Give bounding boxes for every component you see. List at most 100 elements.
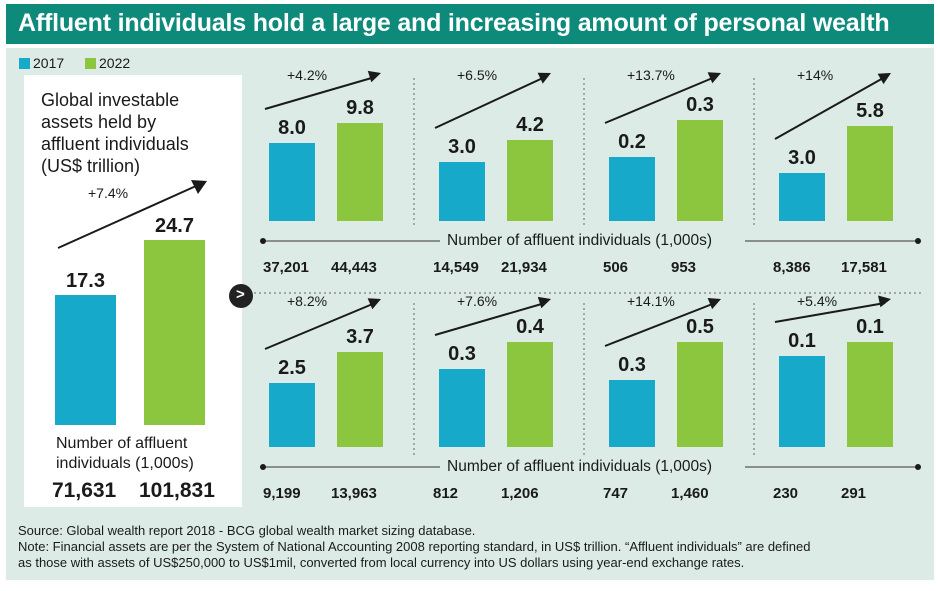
- bar-value-2022: 0.5: [686, 316, 714, 338]
- bar-value-2017: 2.5: [278, 357, 306, 379]
- bar-2017: [269, 383, 315, 447]
- main-count-2017: 71,631: [52, 479, 117, 502]
- bar-2017: [779, 356, 825, 447]
- bar-value-2022: 4.2: [516, 114, 544, 136]
- growth-arrow-line: [604, 302, 716, 347]
- bar-value-2022: 0.4: [516, 316, 544, 338]
- bar-value-2022: 9.8: [346, 97, 374, 119]
- main-title-line: assets held by: [41, 112, 157, 132]
- note-line: Note: Financial assets are per the Syste…: [18, 539, 811, 554]
- bar-value-2017: 0.1: [788, 330, 816, 352]
- growth-arrow-line: [264, 76, 376, 110]
- main-panel: [24, 75, 242, 507]
- count-2022: 291: [841, 485, 867, 502]
- growth-arrow-head: [707, 72, 721, 84]
- count-2017: 37,201: [263, 259, 309, 276]
- growth-label: +4.2%: [287, 67, 328, 83]
- axis-label-bottom: Number of affluent individuals (1,000s): [447, 458, 713, 475]
- chart-title: Affluent individuals hold a large and in…: [18, 9, 890, 37]
- growth-arrow-line: [434, 302, 546, 336]
- growth-label: +8.2%: [287, 293, 328, 309]
- count-2017: 812: [433, 485, 459, 502]
- main-growth-label: +7.4%: [88, 185, 129, 201]
- growth-arrow-head: [537, 72, 551, 84]
- bar-2022: [677, 120, 723, 221]
- count-2022: 13,963: [331, 485, 377, 502]
- chevron-right-icon: >: [229, 284, 253, 308]
- main-bar-2022: [144, 240, 205, 425]
- bar-value-2022: 0.1: [856, 316, 884, 338]
- growth-label: +13.7%: [627, 67, 675, 83]
- main-panel-title: Global investable assets held by affluen…: [41, 89, 189, 177]
- legend-label-2022: 2022: [99, 55, 131, 71]
- growth-arrow-line: [774, 302, 886, 323]
- bar-2022: [677, 342, 723, 447]
- count-2017: 506: [603, 259, 629, 276]
- main-count-label-line: individuals (1,000s): [56, 455, 194, 472]
- growth-arrow-head: [877, 73, 891, 85]
- growth-arrow-head: [367, 70, 381, 83]
- bar-2017: [439, 162, 485, 221]
- bar-value-2022: 3.7: [346, 326, 374, 348]
- bar-2022: [507, 342, 553, 447]
- growth-arrow-head: [367, 298, 381, 310]
- count-2017: 9,199: [263, 485, 301, 502]
- note-line: as those with assets of US$250,000 to US…: [18, 555, 745, 570]
- count-2022: 1,460: [671, 485, 709, 502]
- growth-label: +7.6%: [457, 293, 498, 309]
- bar-2017: [439, 369, 485, 447]
- main-count-label-line: Number of affluent: [56, 435, 188, 452]
- growth-arrow-line: [774, 76, 886, 140]
- legend-label-2017: 2017: [33, 55, 65, 71]
- main-count-label: Number of affluent individuals (1,000s): [56, 434, 194, 474]
- axis-label-top: Number of affluent individuals (1,000s): [447, 232, 713, 249]
- count-2017: 230: [773, 485, 799, 502]
- source-notes: Source: Global wealth report 2018 - BCG …: [18, 523, 918, 571]
- growth-label: +6.5%: [457, 67, 498, 83]
- source-line: Source: Global wealth report 2018 - BCG …: [18, 523, 476, 538]
- main-count-2022: 101,831: [139, 479, 215, 502]
- title-bar: Affluent individuals hold a large and in…: [6, 4, 934, 44]
- count-2022: 953: [671, 259, 697, 276]
- bar-2022: [337, 352, 383, 447]
- growth-arrow-line: [264, 302, 376, 350]
- growth-arrow-line: [604, 76, 716, 124]
- bar-2017: [609, 380, 655, 447]
- bar-2017: [609, 157, 655, 221]
- legend-swatch-2022: [85, 58, 96, 69]
- bar-value-2017: 8.0: [278, 117, 306, 139]
- bar-2022: [847, 342, 893, 447]
- count-2022: 1,206: [501, 485, 539, 502]
- bar-value-2022: 0.3: [686, 94, 714, 116]
- bar-value-2017: 3.0: [448, 136, 476, 158]
- growth-arrow-line: [434, 76, 546, 129]
- bar-value-2017: 0.2: [618, 131, 646, 153]
- growth-arrow-head: [707, 297, 721, 310]
- bar-2022: [507, 140, 553, 221]
- main-value-2017: 17.3: [66, 270, 105, 292]
- legend-swatch-2017: [19, 58, 30, 69]
- growth-label: +14.1%: [627, 293, 675, 309]
- main-value-2022: 24.7: [155, 215, 194, 237]
- main-title-line: Global investable: [41, 90, 180, 110]
- count-2022: 21,934: [501, 259, 547, 276]
- growth-label: +14%: [797, 67, 834, 83]
- main-title-line: affluent individuals: [41, 134, 189, 154]
- growth-arrow-head: [878, 295, 891, 308]
- bar-value-2017: 3.0: [788, 147, 816, 169]
- count-2017: 747: [603, 485, 629, 502]
- bar-value-2017: 0.3: [618, 354, 646, 376]
- count-2017: 8,386: [773, 259, 811, 276]
- growth-arrow-head: [537, 296, 551, 309]
- count-2017: 14,549: [433, 259, 479, 276]
- bar-2017: [779, 173, 825, 221]
- bar-2022: [337, 123, 383, 221]
- bar-value-2017: 0.3: [448, 343, 476, 365]
- main-bar-2017: [55, 295, 116, 425]
- main-title-line: (US$ trillion): [41, 156, 141, 176]
- count-2022: 17,581: [841, 259, 887, 276]
- bar-value-2022: 5.8: [856, 100, 884, 122]
